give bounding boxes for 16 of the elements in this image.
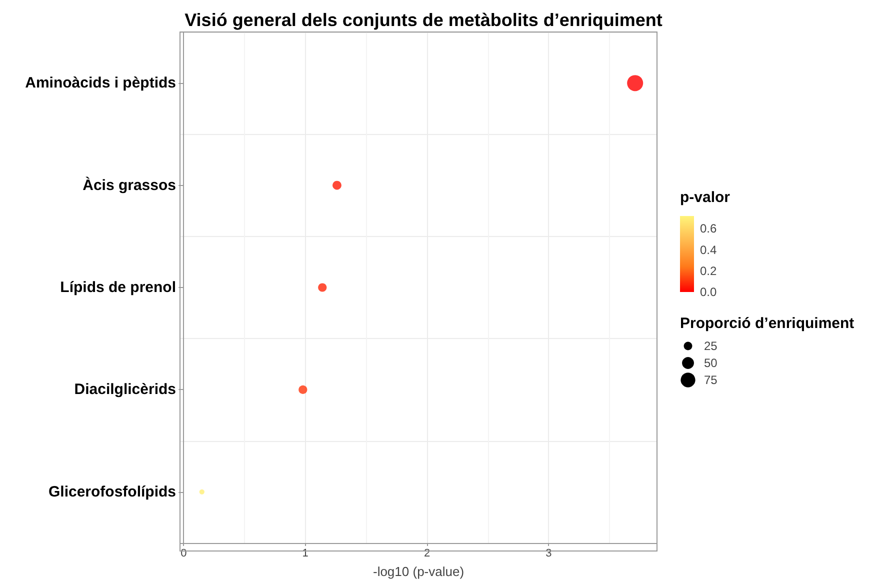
y-tick-label: Aminoàcids i pèptids <box>25 74 176 92</box>
legend-title: Proporció d’enriquiment <box>680 315 854 332</box>
y-tick-label: Glicerofosfolípids <box>48 483 176 500</box>
x-axis-title: -log10 (p-value) <box>372 564 464 579</box>
y-tick-label: Diacilglicèrids <box>74 381 176 398</box>
color-bar-label: 0.2 <box>700 264 718 278</box>
legend-label: 75 <box>704 373 718 387</box>
legend-label: 50 <box>704 356 718 370</box>
color-bar-label: 0.6 <box>700 222 718 236</box>
y-tick-label: Lípids de prenol <box>60 279 176 296</box>
color-bar-label: 0.0 <box>700 285 718 299</box>
legend-label: 25 <box>704 339 718 353</box>
chart-title: Visió general dels conjunts de metàbolits d’enriquiment <box>184 10 662 30</box>
y-tick-label: Àcis grassos <box>82 176 176 194</box>
color-bar-title: p-valor <box>680 189 730 206</box>
color-bar-label: 0.4 <box>700 242 718 257</box>
